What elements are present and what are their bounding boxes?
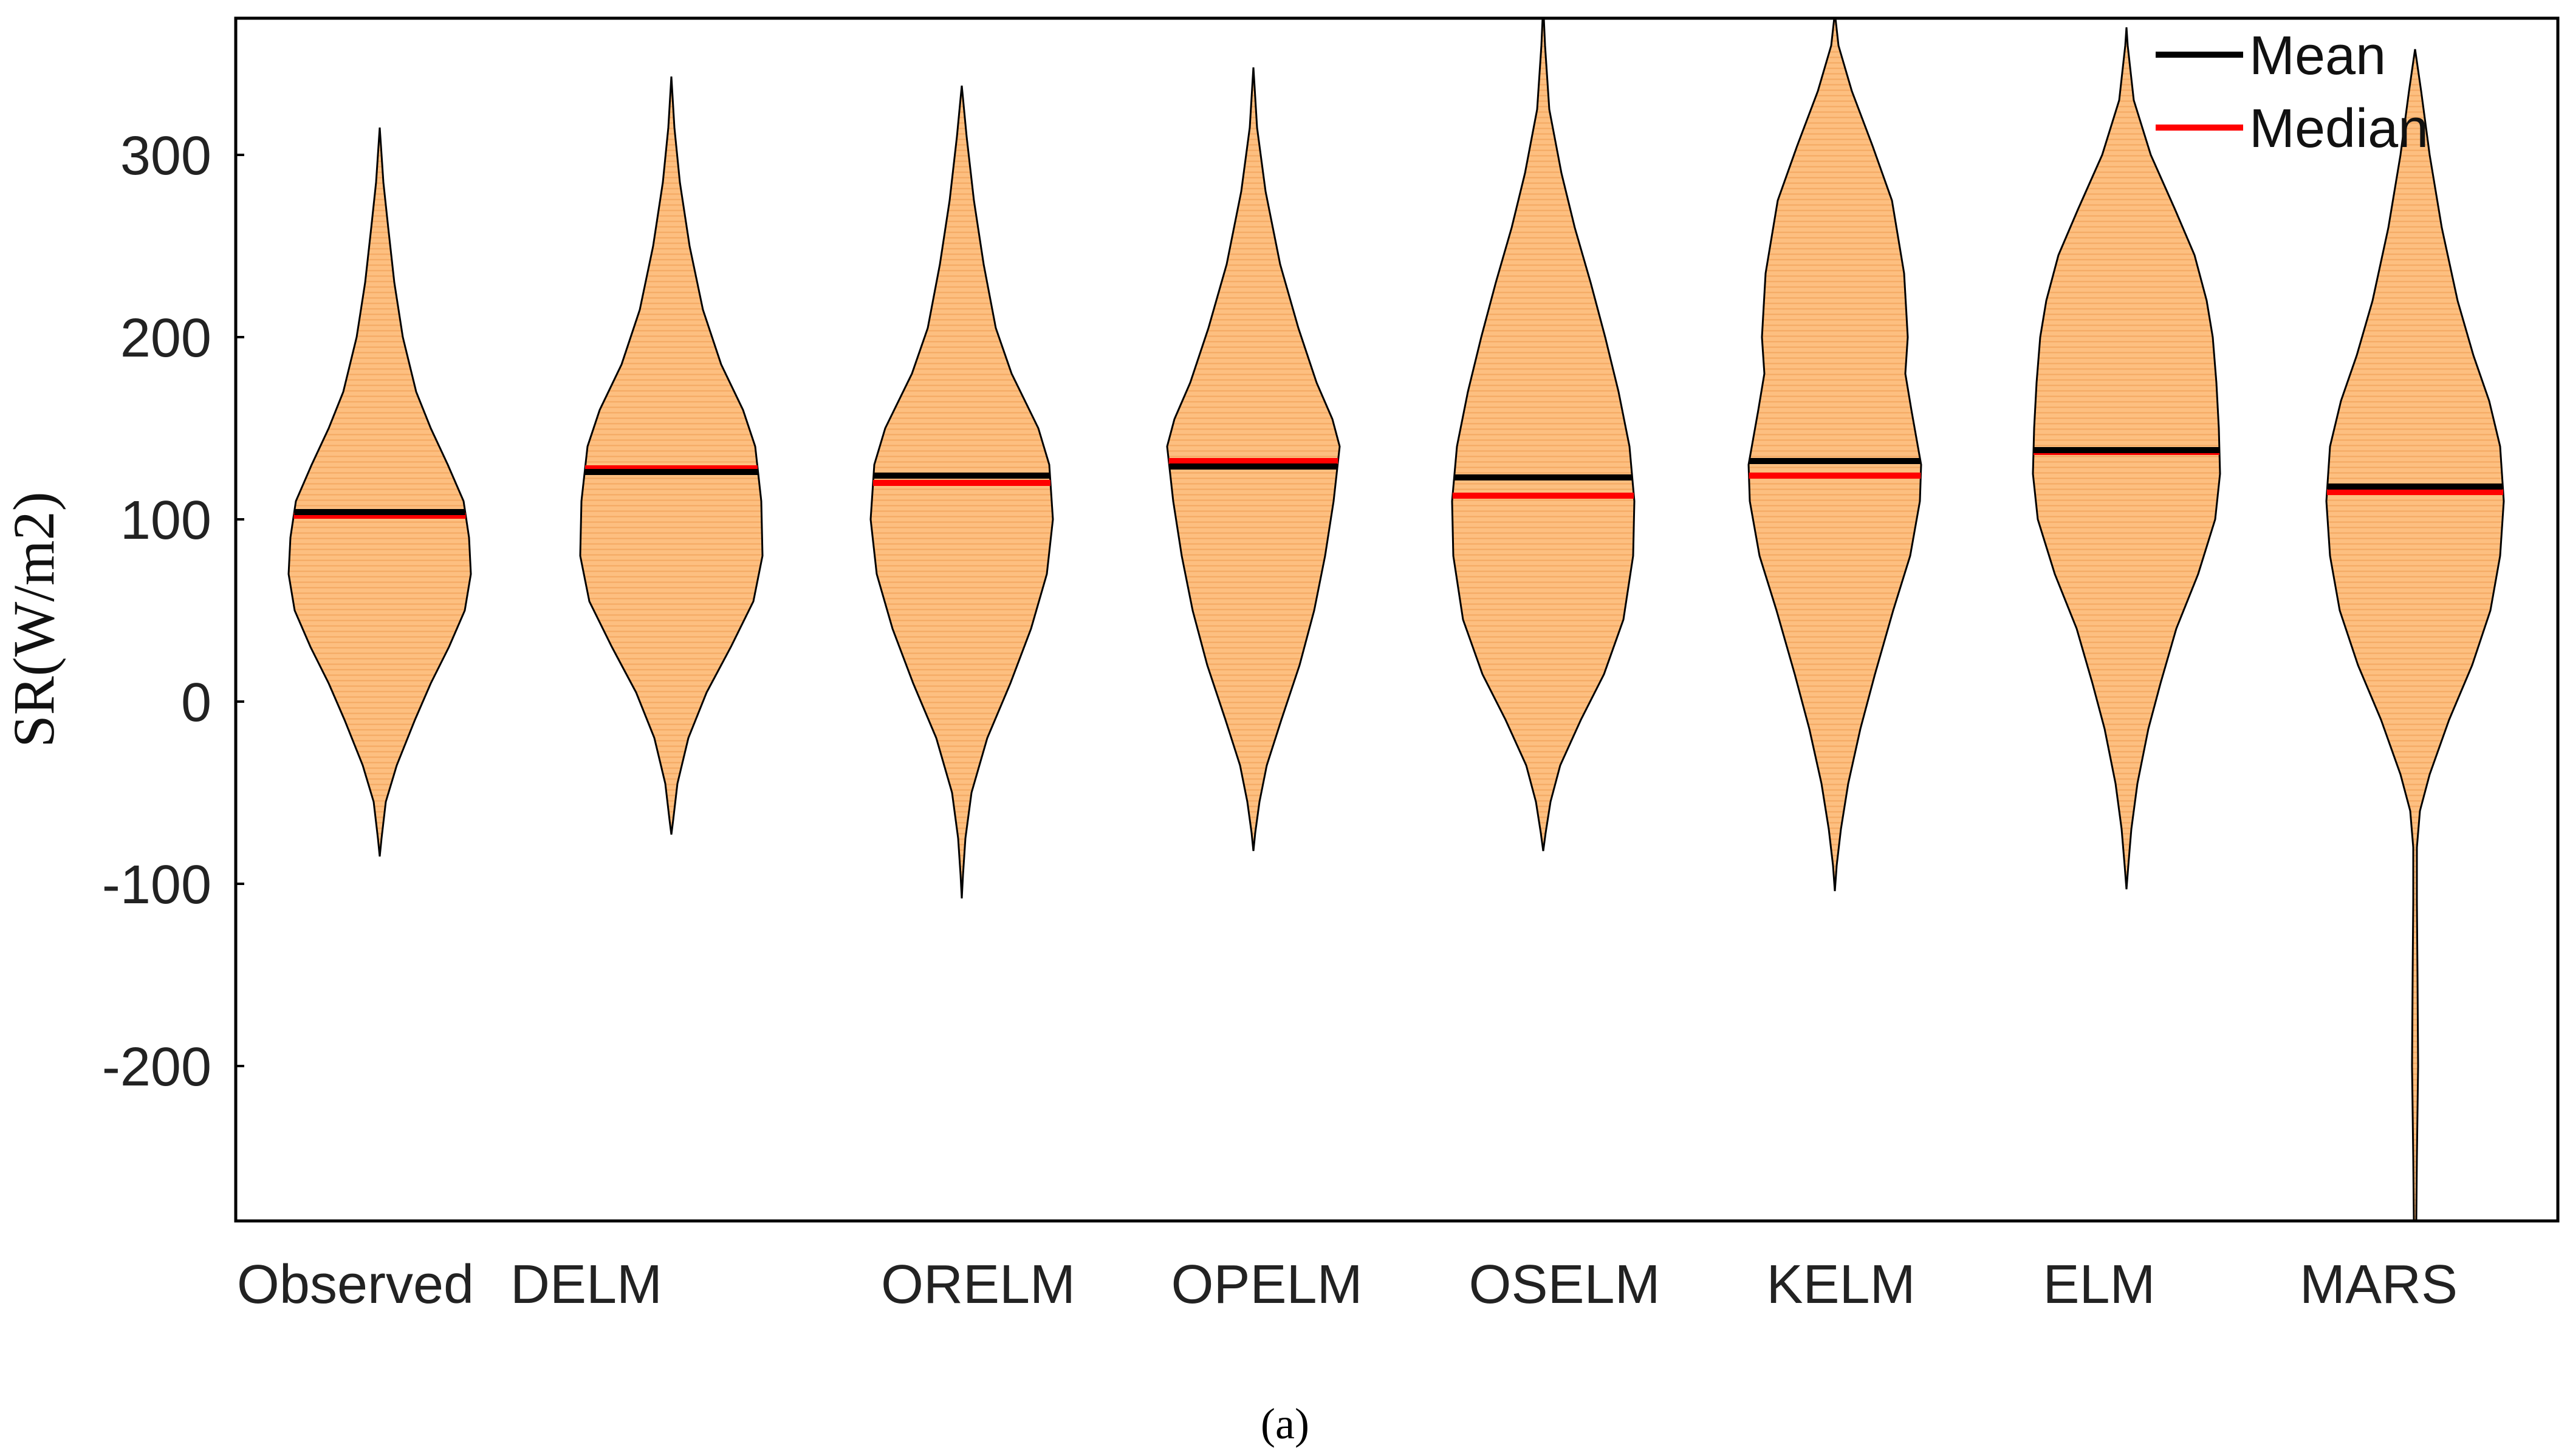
- x-tick-label-orelm: ORELM: [881, 1254, 1075, 1315]
- violin-delm: [579, 76, 764, 835]
- figure-caption: (a): [1261, 1400, 1309, 1448]
- y-tick-label: -200: [102, 1037, 211, 1098]
- y-axis-ticks: 300 200 100 0 -100 -200: [102, 126, 244, 1098]
- stat-lines-layer: [293, 447, 2503, 519]
- legend: Mean Median: [2156, 26, 2428, 159]
- violin-mars: [2325, 49, 2505, 1222]
- x-tick-label-observed: Observed: [237, 1254, 474, 1315]
- x-tick-label-elm: ELM: [2043, 1254, 2155, 1315]
- y-axis-label: SR(W/m2): [1, 491, 66, 747]
- legend-median-label: Median: [2249, 98, 2428, 159]
- y-tick-label: 300: [120, 126, 211, 186]
- violin-observed: [287, 127, 472, 857]
- x-tick-label-delm: DELM: [510, 1254, 662, 1315]
- x-tick-label-kelm: KELM: [1766, 1254, 1915, 1315]
- violin-orelm: [869, 85, 1054, 899]
- y-tick-label: 200: [120, 308, 211, 369]
- x-tick-label-mars: MARS: [2300, 1254, 2458, 1315]
- plot-area-frame: [234, 16, 2560, 1223]
- y-tick-label: -100: [102, 855, 211, 915]
- violin-elm: [2032, 27, 2221, 890]
- x-tick-label-oselm: OSELM: [1468, 1254, 1660, 1315]
- x-axis-ticks: Observed DELM ORELM OPELM OSELM KELM ELM MARS: [237, 1254, 2458, 1315]
- y-tick-label: 0: [181, 672, 211, 733]
- legend-mean-label: Mean: [2249, 26, 2386, 86]
- y-tick-label: 100: [120, 490, 211, 551]
- x-tick-label-opelm: OPELM: [1171, 1254, 1362, 1315]
